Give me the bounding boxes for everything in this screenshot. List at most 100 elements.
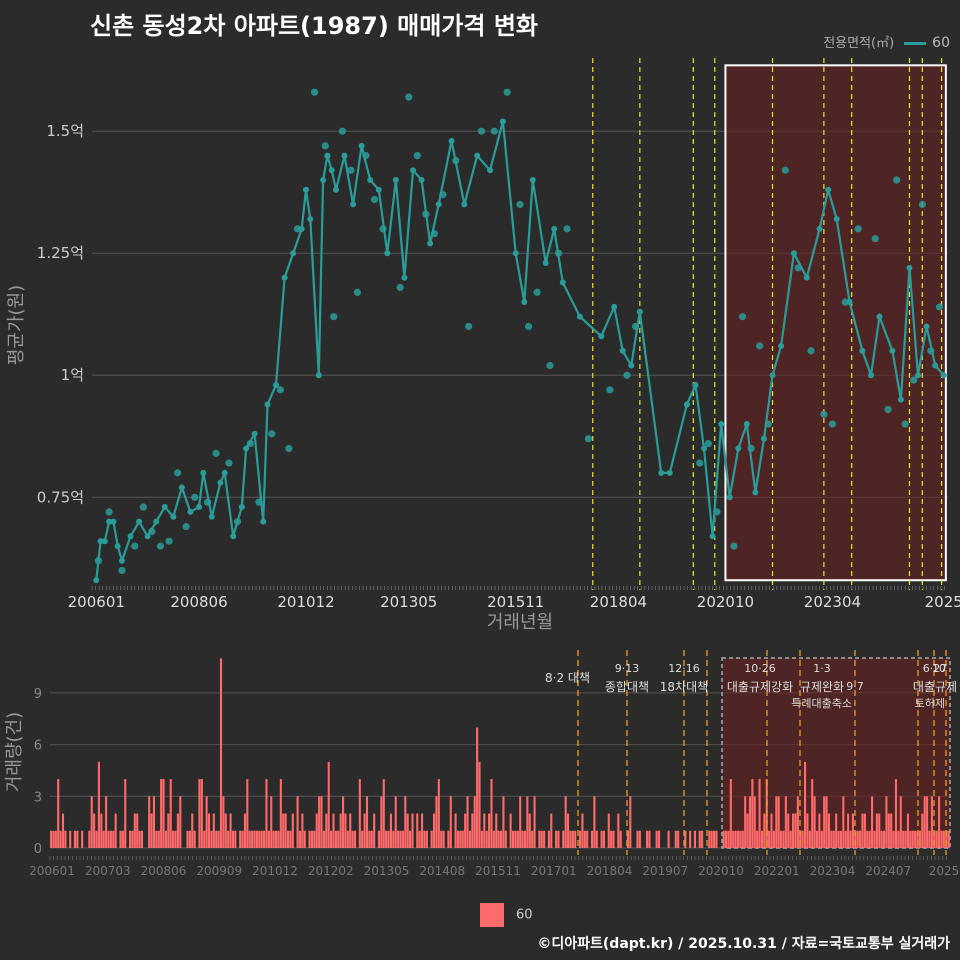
volume-bar — [418, 830, 421, 848]
volume-bar — [533, 796, 536, 848]
legend-line-swatch — [904, 42, 927, 45]
bar-y-tick-label: 9 — [34, 687, 42, 702]
price-line-point — [701, 445, 708, 452]
price-point — [413, 152, 421, 160]
price-line-point — [328, 167, 335, 174]
price-line-point — [320, 177, 327, 184]
volume-bar — [528, 813, 531, 848]
volume-bar — [516, 830, 519, 848]
price-line-point — [576, 313, 583, 320]
volume-bar — [928, 830, 931, 848]
legend: 전용면적(㎡) 60 — [823, 32, 950, 51]
volume-bar — [54, 830, 57, 848]
price-line-point — [144, 533, 151, 540]
x-tick-label: 200601 — [68, 593, 125, 611]
volume-bar — [286, 830, 290, 848]
volume-bar — [495, 813, 498, 848]
volume-bar — [772, 830, 775, 848]
volume-bar — [200, 779, 203, 848]
volume-bar — [906, 813, 910, 848]
volume-bar — [894, 779, 898, 848]
price-point — [465, 322, 473, 331]
price-line-point — [859, 347, 866, 354]
volume-bar — [152, 796, 156, 848]
price-line-point — [897, 396, 904, 403]
price-point — [738, 313, 747, 321]
price-line-point — [683, 401, 690, 408]
price-line-point — [208, 513, 215, 520]
volume-bar — [839, 830, 842, 848]
price-line-point — [559, 279, 566, 286]
volume-bar — [557, 830, 560, 848]
volume-bar — [693, 830, 696, 848]
price-point — [293, 225, 302, 233]
price-point — [490, 127, 498, 135]
volume-bar — [902, 830, 905, 848]
y-axis-title: 평균가(원) — [6, 285, 27, 365]
volume-bar — [258, 830, 261, 848]
price-point — [781, 166, 789, 174]
volume-bar — [164, 830, 167, 848]
volume-bar — [629, 796, 632, 848]
volume-bar — [787, 813, 790, 848]
volume-bar — [138, 830, 141, 848]
volume-bar — [488, 813, 491, 848]
volume-bar — [770, 813, 773, 848]
price-line-point — [196, 504, 202, 511]
volume-bar — [756, 830, 759, 848]
price-line-point — [106, 518, 113, 525]
volume-bar — [612, 830, 615, 848]
volume-bar — [526, 796, 529, 848]
price-point — [174, 469, 182, 477]
volume-bar — [351, 830, 354, 848]
volume-bar — [648, 830, 651, 848]
volume-bar — [128, 830, 132, 848]
volume-bar — [337, 830, 340, 848]
price-line-point — [307, 216, 314, 223]
volume-bar — [219, 658, 223, 848]
price-line-point — [332, 186, 339, 193]
price-point — [696, 459, 704, 467]
price-line-point — [487, 167, 494, 174]
price-line-point — [110, 518, 117, 525]
volume-bar — [825, 796, 828, 848]
price-point — [268, 430, 276, 438]
volume-bar — [777, 796, 780, 848]
volume-bar — [401, 830, 404, 848]
event-label-text: 규제완화 — [800, 680, 844, 694]
price-line-point — [876, 313, 883, 320]
volume-bar — [751, 779, 754, 848]
price-point — [276, 386, 284, 394]
volume-bar — [100, 813, 103, 848]
volume-bar — [859, 830, 862, 848]
volume-bar — [878, 813, 881, 848]
price-line-point — [726, 494, 733, 501]
volume-bar — [550, 813, 553, 848]
price-line-point — [178, 484, 185, 491]
volume-bar — [586, 830, 589, 848]
volume-bar — [873, 830, 876, 848]
volume-bar — [203, 830, 206, 848]
volume-bar — [847, 813, 850, 848]
price-point — [405, 93, 413, 101]
volume-bar — [667, 830, 670, 848]
volume-bar — [61, 813, 65, 848]
volume-bar — [296, 796, 299, 848]
bar-x-tick-label: 201701 — [531, 864, 577, 878]
volume-bar — [88, 830, 91, 848]
volume-bar — [760, 830, 763, 848]
x-tick-label: 202304 — [804, 593, 861, 611]
x-tick-label: 202010 — [697, 593, 754, 611]
bar-y-tick-label: 6 — [34, 739, 42, 754]
price-line-point — [474, 152, 481, 159]
volume-bar — [330, 830, 333, 848]
price-line-point — [906, 264, 913, 271]
volume-bar — [430, 830, 433, 848]
volume-bar — [500, 830, 503, 848]
price-point — [820, 410, 828, 418]
volume-bar — [610, 830, 613, 848]
volume-bar — [899, 796, 902, 848]
volume-bar — [251, 830, 254, 848]
volume-bar — [904, 830, 907, 848]
volume-bar — [248, 830, 251, 848]
